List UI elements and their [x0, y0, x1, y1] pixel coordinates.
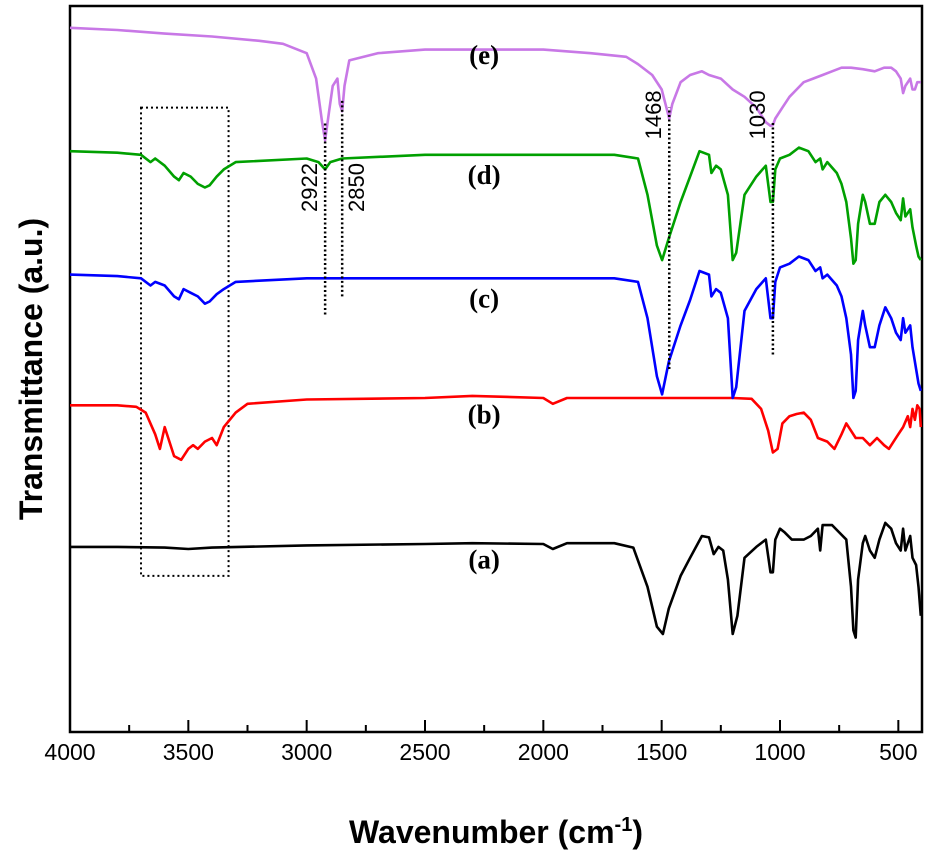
x-tick-label: 3500 [163, 739, 214, 765]
series-layer [69, 26, 923, 639]
x-axis-title-main: Wavenumber (cm [349, 814, 615, 850]
series-line-a [70, 521, 923, 639]
x-axis-title-end: ) [632, 814, 643, 850]
peak-label-2922: 2922 [297, 163, 322, 212]
x-tick-label: 1500 [636, 739, 687, 765]
curve-label-e: (e) [469, 40, 499, 70]
peak-label-1030: 1030 [745, 90, 770, 139]
highlight-box [140, 106, 230, 577]
x-tick-label: 500 [879, 739, 917, 765]
y-axis-title: Transmittance (a.u.) [13, 218, 49, 520]
curve-label-a: (a) [468, 545, 499, 575]
series-line-e [69, 26, 921, 142]
plot-frame [68, 4, 924, 734]
peak-label-1468: 1468 [641, 90, 666, 139]
x-axis-title-sup: -1 [615, 814, 633, 836]
curve-label-c: (c) [469, 283, 499, 313]
x-tick-label: 2000 [518, 739, 569, 765]
series-line-c [69, 255, 923, 400]
x-tick-label: 2500 [399, 739, 450, 765]
curve-label-d: (d) [468, 160, 501, 190]
x-tick-label: 1000 [754, 739, 805, 765]
x-tick-label: 3000 [281, 739, 332, 765]
curve-label-b: (b) [468, 399, 501, 429]
series-line-d [69, 146, 922, 265]
x-axis-title: Wavenumber (cm-1) [349, 814, 643, 850]
x-axis-ticks: 4000 3500 3000 2500 2000 1500 1000 500 [44, 720, 918, 765]
series-line-b [70, 394, 923, 462]
peak-label-2850: 2850 [344, 163, 369, 212]
curve-labels: (a) (b) (c) (d) (e) [468, 40, 501, 575]
peak-annotations: 2922 2850 1468 1030 [297, 90, 775, 369]
highlight-box-group [140, 106, 230, 577]
x-tick-label: 4000 [44, 739, 95, 765]
